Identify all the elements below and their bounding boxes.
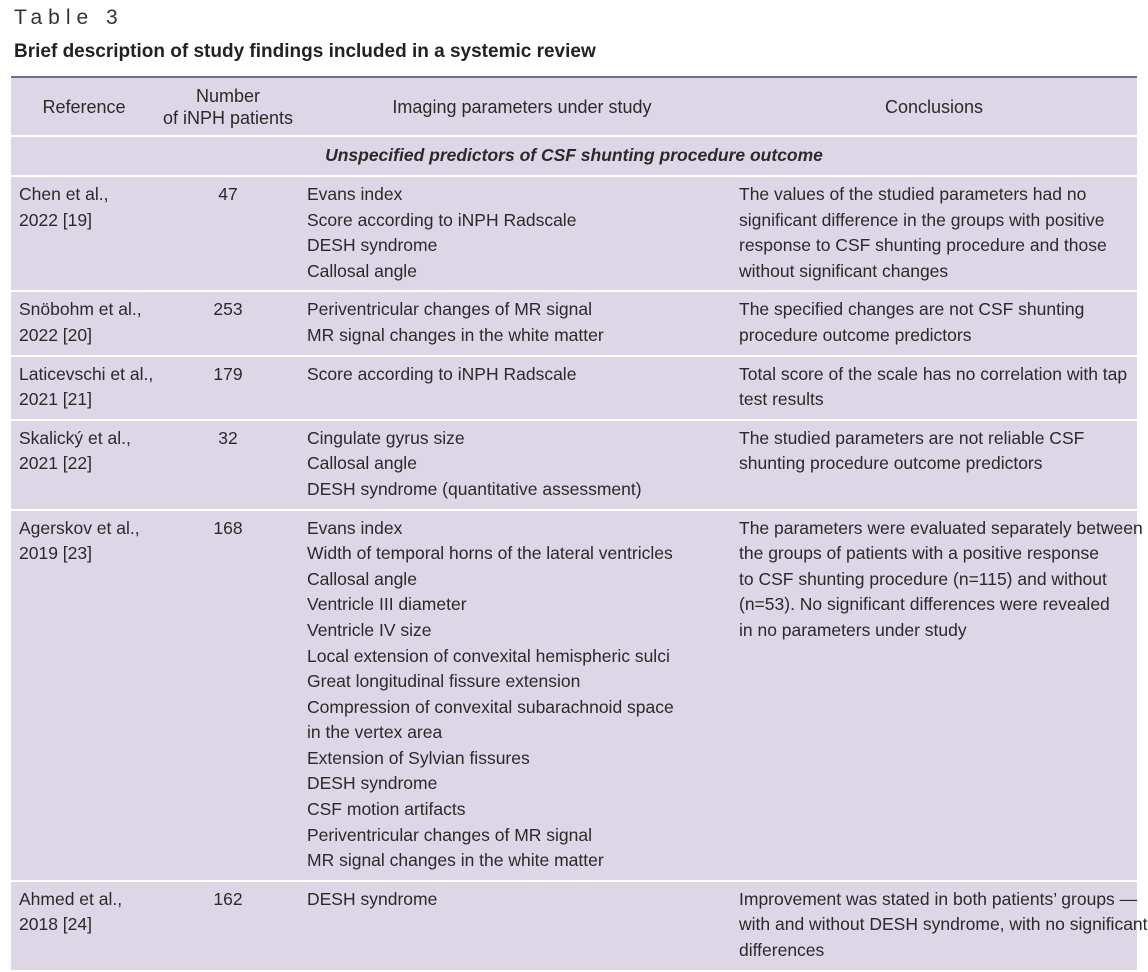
reference-line: Agerskov et al., bbox=[19, 517, 140, 538]
imaging-parameter: DESH syndrome (quantitative assessment) bbox=[307, 478, 642, 499]
table-caption: Brief description of study findings incl… bbox=[14, 41, 596, 62]
reference-line: Laticevschi et al., bbox=[19, 363, 154, 384]
reference-cell: Agerskov et al., 2019 [23] bbox=[11, 511, 157, 880]
imaging-parameter: Score according to iNPH Radscale bbox=[307, 209, 577, 230]
patients-cell: 168 bbox=[213, 517, 243, 538]
reference-line: Skalický et al., bbox=[19, 427, 131, 448]
imaging-cell: Periventricular changes of MR signal MR s… bbox=[299, 292, 731, 354]
imaging-parameter: Width of temporal horns of the lateral v… bbox=[307, 543, 673, 564]
conclusion-line: Improvement was stated in both patients’… bbox=[739, 888, 1138, 909]
reference-line: Snöbohm et al., bbox=[19, 299, 142, 320]
patients-cell: 32 bbox=[218, 427, 238, 448]
imaging-parameter: in the vertex area bbox=[307, 722, 443, 743]
section-title-row: Unspecified predictors of CSF shunting p… bbox=[11, 137, 1137, 177]
table-row: Ahmed et al., 2018 [24] 162 DESH syndrome Im… bbox=[11, 882, 1148, 972]
reference-cell: Laticevschi et al., 2021 [21] bbox=[11, 357, 157, 419]
imaging-parameter: DESH syndrome bbox=[307, 888, 438, 909]
conclusion-line: procedure outcome predictors bbox=[739, 324, 972, 345]
conclusion-line: The values of the studied parameters had… bbox=[739, 184, 1087, 204]
conclusions-cell: Improvement was stated in both patients’… bbox=[731, 882, 1148, 970]
patients-cell: 162 bbox=[213, 888, 243, 909]
imaging-parameter: Callosal angle bbox=[307, 568, 417, 589]
conclusions-cell: The parameters were evaluated separately… bbox=[731, 511, 1143, 880]
imaging-parameter: Evans index bbox=[307, 517, 403, 538]
reference-line: 2019 [23] bbox=[19, 543, 92, 564]
header-patients: Number of iNPH patients bbox=[157, 81, 299, 133]
imaging-cell: Evans index Width of temporal horns of th… bbox=[299, 511, 731, 880]
conclusion-line: The studied parameters are not reliable … bbox=[739, 427, 1085, 448]
imaging-parameter: Compression of convexital subarachnoid s… bbox=[307, 696, 674, 717]
conclusions-cell: The studied parameters are not reliable … bbox=[731, 421, 1137, 509]
conclusion-line: (n=53). No significant differences were … bbox=[739, 594, 1110, 615]
imaging-cell: Evans index Score according to iNPH Radsc… bbox=[299, 177, 731, 290]
conclusions-cell: The values of the studied parameters had… bbox=[731, 177, 1137, 290]
table-row: Skalický et al., 2021 [22] 32 Cingulate gyr… bbox=[11, 421, 1137, 511]
imaging-parameter: Extension of Sylvian fissures bbox=[307, 747, 530, 768]
conclusion-line: significant difference in the groups wit… bbox=[739, 209, 1105, 230]
imaging-parameter: Ventricle III diameter bbox=[307, 594, 467, 615]
patients-cell: 253 bbox=[213, 299, 243, 320]
imaging-parameter: Callosal angle bbox=[307, 453, 417, 474]
reference-cell: Skalický et al., 2021 [22] bbox=[11, 421, 157, 509]
section-title: Unspecified predictors of CSF shunting p… bbox=[325, 145, 823, 166]
table-body: Chen et al., 2022 [19] 47 Evans index Score … bbox=[11, 177, 1148, 972]
findings-table: Reference Number of iNPH patients Imagin… bbox=[11, 76, 1148, 972]
header-conclusions: Conclusions bbox=[884, 96, 984, 117]
table-row: Snöbohm et al., 2022 [20] 253 Periventricul… bbox=[11, 292, 1137, 357]
imaging-parameter: Great longitudinal fissure extension bbox=[307, 671, 581, 692]
imaging-parameter: Local extension of convexital hemispheri… bbox=[307, 645, 670, 666]
table-label: Table 3 bbox=[14, 6, 124, 29]
conclusion-line: without significant changes bbox=[739, 260, 949, 281]
imaging-parameter: MR signal changes in the white matter bbox=[307, 324, 604, 345]
imaging-parameter: Callosal angle bbox=[307, 260, 417, 281]
conclusion-line: shunting procedure outcome predictors bbox=[739, 453, 1043, 474]
imaging-parameter: Periventricular changes of MR signal bbox=[307, 299, 592, 320]
header-imaging: Imaging parameters under study bbox=[392, 96, 652, 117]
imaging-cell: Score according to iNPH Radscale bbox=[299, 357, 731, 419]
header-patients-line2: of iNPH patients bbox=[163, 107, 294, 128]
conclusion-line: to CSF shunting procedure (n=115) and wi… bbox=[739, 568, 1107, 589]
table-row: Agerskov et al., 2019 [23] 168 Evans index W… bbox=[11, 511, 1143, 882]
imaging-cell: DESH syndrome bbox=[299, 882, 731, 970]
conclusions-cell: Total score of the scale has no correlat… bbox=[731, 357, 1137, 419]
imaging-parameter: Ventricle IV size bbox=[307, 619, 432, 640]
conclusions-cell: The specified changes are not CSF shunti… bbox=[731, 292, 1137, 354]
reference-cell: Chen et al., 2022 [19] bbox=[11, 177, 157, 290]
imaging-parameter: Cingulate gyrus size bbox=[307, 427, 465, 448]
reference-line: 2022 [19] bbox=[19, 209, 92, 230]
reference-line: 2021 [22] bbox=[19, 453, 92, 474]
patients-cell: 47 bbox=[218, 184, 238, 204]
imaging-parameter: Evans index bbox=[307, 184, 403, 204]
patients-cell: 179 bbox=[213, 363, 243, 384]
conclusion-line: The specified changes are not CSF shunti… bbox=[739, 299, 1085, 320]
table-header-row: Reference Number of iNPH patients Imagin… bbox=[11, 78, 1137, 137]
imaging-cell: Cingulate gyrus size Callosal angle DESH s… bbox=[299, 421, 731, 509]
table-row: Chen et al., 2022 [19] 47 Evans index Score … bbox=[11, 177, 1137, 293]
conclusion-line: test results bbox=[739, 389, 824, 410]
imaging-parameter: DESH syndrome bbox=[307, 773, 438, 794]
imaging-parameter: Score according to iNPH Radscale bbox=[307, 363, 577, 384]
reference-line: Ahmed et al., bbox=[19, 888, 123, 909]
imaging-parameter: DESH syndrome bbox=[307, 235, 438, 256]
reference-line: 2021 [21] bbox=[19, 389, 92, 410]
imaging-parameter: CSF motion artifacts bbox=[307, 799, 466, 820]
imaging-parameter: Periventricular changes of MR signal bbox=[307, 824, 592, 845]
conclusion-line: the groups of patients with a positive r… bbox=[739, 543, 1099, 564]
imaging-parameter: MR signal changes in the white matter bbox=[307, 850, 604, 871]
table-row: Laticevschi et al., 2021 [21] 179 Score acc… bbox=[11, 357, 1137, 421]
header-patients-line1: Number bbox=[195, 85, 261, 106]
conclusion-line: in no parameters under study bbox=[739, 619, 967, 640]
conclusion-line: differences bbox=[739, 940, 825, 961]
reference-cell: Snöbohm et al., 2022 [20] bbox=[11, 292, 157, 354]
conclusion-line: response to CSF shunting procedure and t… bbox=[739, 235, 1107, 256]
conclusion-line: Total score of the scale has no correlat… bbox=[739, 363, 1128, 384]
reference-line: 2022 [20] bbox=[19, 324, 92, 345]
reference-line: 2018 [24] bbox=[19, 914, 92, 935]
conclusion-line: The parameters were evaluated separately… bbox=[739, 517, 1143, 538]
conclusion-line: with and without DESH syndrome, with no … bbox=[739, 914, 1148, 935]
reference-line: Chen et al., bbox=[19, 184, 109, 204]
header-reference: Reference bbox=[42, 96, 126, 117]
reference-cell: Ahmed et al., 2018 [24] bbox=[11, 882, 157, 970]
